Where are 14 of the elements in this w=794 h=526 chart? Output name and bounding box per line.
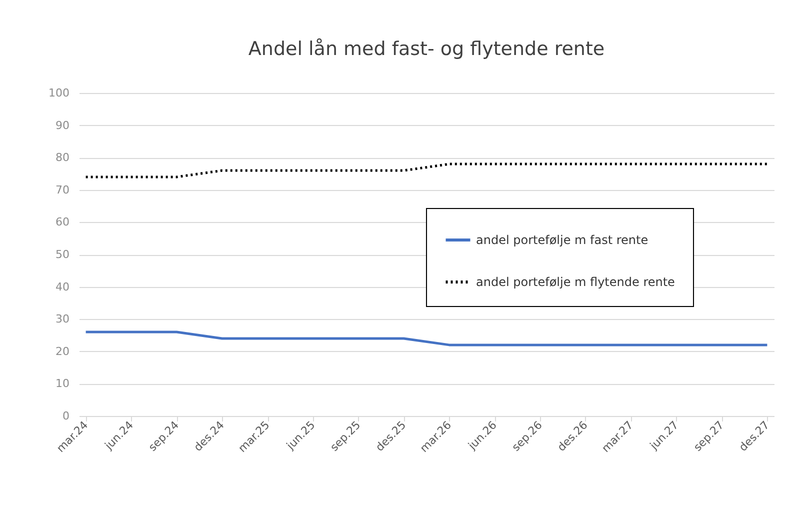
legend-label: andel portefølje m flytende rente <box>476 275 675 289</box>
legend-label: andel portefølje m fast rente <box>476 233 648 247</box>
y-tick-label: 10 <box>56 377 70 390</box>
y-tick-label: 30 <box>56 312 70 326</box>
y-tick-label: 60 <box>56 216 70 229</box>
y-tick-label: 90 <box>56 118 70 132</box>
y-tick-label: 20 <box>56 344 70 358</box>
y-tick-label: 0 <box>62 410 70 422</box>
chart-title: Andel lån med fast- og flytende rente <box>248 38 605 60</box>
y-tick-label: 100 <box>48 86 70 100</box>
y-tick-label: 70 <box>56 183 70 196</box>
y-tick-label: 40 <box>56 280 70 294</box>
y-tick-label: 50 <box>56 248 70 261</box>
y-tick-label: 80 <box>56 151 70 164</box>
